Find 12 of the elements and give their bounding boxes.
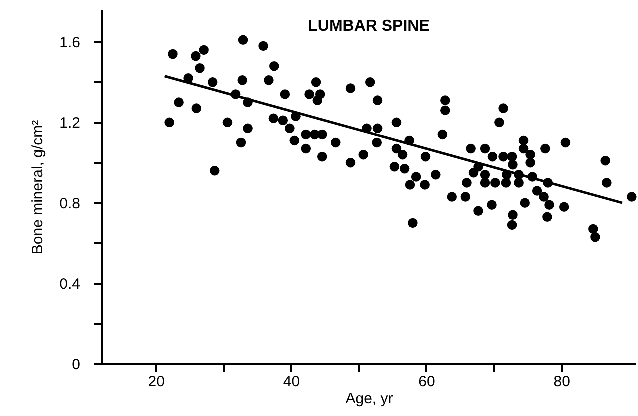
y-tick-label: 0.4 (60, 276, 80, 294)
y-tick-label: 1.2 (60, 115, 80, 132)
y-tick-label: 0.8 (60, 196, 80, 213)
x-tick-label: 60 (418, 374, 436, 390)
x-tick-label: 20 (148, 374, 165, 390)
x-axis-title: Age, yr (346, 390, 394, 408)
y-tick-label: 0 (72, 356, 80, 374)
y-tick-label: 1.6 (60, 34, 80, 52)
chart-title: LUMBAR SPINE (308, 18, 430, 35)
x-tick-label: 80 (554, 374, 570, 390)
x-tick-label: 40 (283, 374, 300, 390)
y-axis-title: Bone mineral, g/cm² (30, 120, 47, 255)
